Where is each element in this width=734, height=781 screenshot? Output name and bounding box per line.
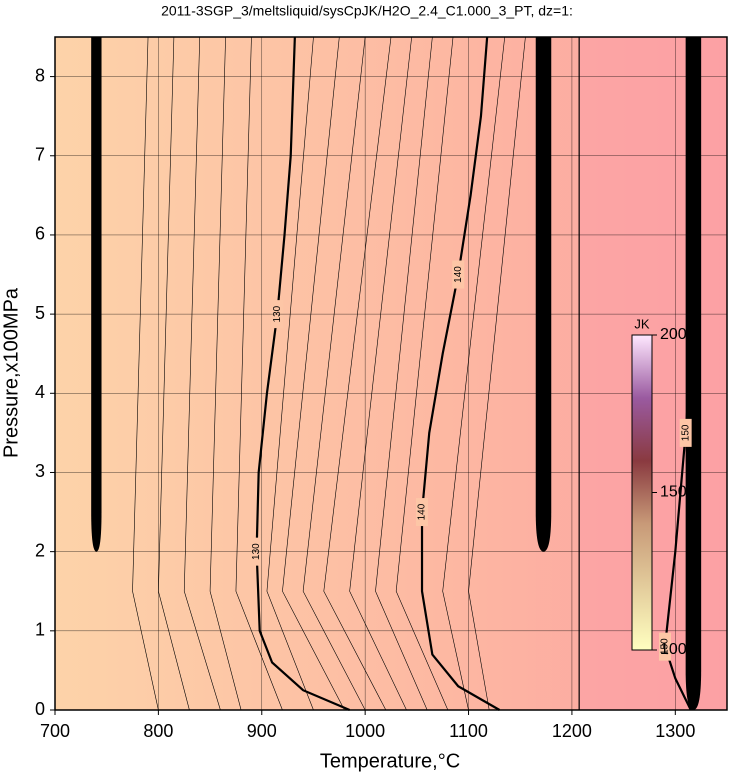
- thin-contour: [183, 36, 221, 711]
- x-tick-label: 900: [247, 721, 277, 741]
- y-tick-label: 3: [35, 461, 45, 481]
- x-tick-label: 1100: [449, 721, 488, 741]
- colorbar-tick-label: 200: [660, 326, 687, 343]
- contour-label: 150: [680, 424, 691, 441]
- contour-label-bg: [679, 418, 692, 447]
- y-axis-label: Pressure,x100MPa: [0, 287, 22, 458]
- y-tick-label: 1: [35, 620, 45, 640]
- thin-contour: [266, 36, 314, 711]
- colorbar-tick-label: 100: [660, 641, 687, 658]
- y-tick-label: 0: [35, 699, 45, 719]
- contour-label-bg: [452, 260, 465, 289]
- thin-contour: [132, 36, 159, 711]
- x-tick-label: 800: [143, 721, 173, 741]
- thin-contour: [282, 36, 345, 711]
- thin-contour: [349, 36, 412, 711]
- contour-label: 150: [660, 638, 671, 655]
- x-tick-label: 1200: [552, 721, 592, 741]
- region-shade: [579, 37, 727, 710]
- contour-line: [420, 36, 501, 711]
- contour-label: 140: [453, 266, 464, 283]
- contour-label-bg: [658, 632, 671, 661]
- colorbar-tick-label: 150: [660, 484, 687, 501]
- y-tick-label: 5: [35, 303, 45, 323]
- thin-contour: [235, 36, 283, 711]
- y-tick-label: 7: [35, 145, 45, 165]
- thin-contour: [395, 36, 454, 711]
- chart-title: 2011-3SGP_3/meltsliquid/sysCpJK/H2O_2.4_…: [161, 3, 573, 19]
- x-axis-label: Temperature,°C: [320, 750, 460, 772]
- y-tick-label: 8: [35, 65, 45, 85]
- y-tick-label: 2: [35, 540, 45, 560]
- thin-contour: [302, 36, 366, 711]
- dense-contour-band: [535, 37, 552, 552]
- dense-contour-band: [685, 37, 702, 710]
- thin-contour: [209, 36, 242, 711]
- contour-label-bg: [416, 498, 429, 527]
- x-tick-label: 700: [40, 721, 70, 741]
- x-tick-label: 1000: [345, 721, 385, 741]
- y-tick-label: 6: [35, 224, 45, 244]
- plot-frame: [54, 36, 728, 711]
- x-tick-label: 1300: [655, 721, 695, 741]
- dense-contour-band: [91, 37, 102, 552]
- colorbar-label: JK: [634, 316, 650, 331]
- y-tick-label: 4: [35, 382, 45, 402]
- contour-label: 140: [417, 503, 428, 520]
- thin-contour: [375, 36, 433, 711]
- colorbar: [631, 334, 653, 651]
- thin-contour: [442, 36, 506, 711]
